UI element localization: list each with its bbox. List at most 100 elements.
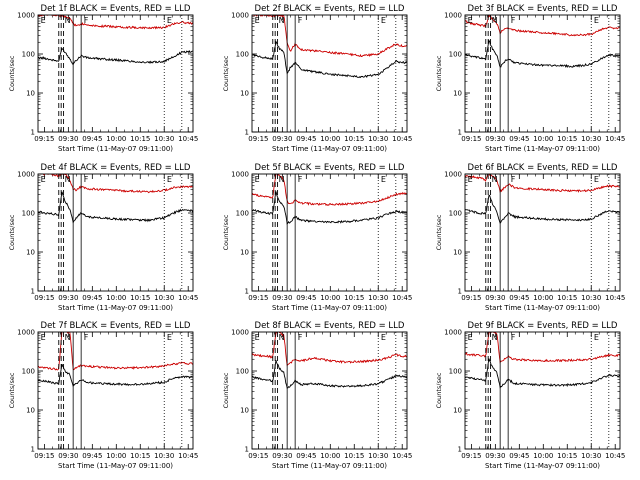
- x-tick-label: 09:45: [296, 294, 316, 302]
- y-axis-label: Counts/sec: [8, 214, 16, 250]
- series-line-events: [252, 40, 407, 79]
- x-tick-label: 10:30: [154, 452, 174, 460]
- series-line-events: [465, 39, 620, 69]
- y-tick-label: 10: [453, 407, 462, 415]
- annotation-e: E: [41, 16, 46, 25]
- x-tick-label: 10:00: [320, 135, 340, 143]
- annotation-f: F: [84, 175, 89, 184]
- x-axis-label: Start Time (11-May-07 09:11:00): [58, 304, 173, 312]
- x-tick-label: 10:15: [130, 294, 150, 302]
- annotation-e: E: [594, 16, 599, 25]
- annotation-e: E: [167, 16, 172, 25]
- y-axis-label: Counts/sec: [222, 214, 230, 250]
- y-axis-label: Counts/sec: [222, 55, 230, 91]
- x-tick-label: 10:15: [130, 452, 150, 460]
- y-axis-label: Counts/sec: [435, 372, 443, 408]
- y-tick-label: 1: [458, 446, 462, 454]
- x-tick-label: 10:00: [533, 452, 553, 460]
- y-tick-label: 100: [449, 368, 462, 376]
- y-tick-label: 1000: [17, 171, 35, 179]
- x-tick-label: 10:00: [533, 135, 553, 143]
- chart-title: Det 1f BLACK = Events, RED = LLD: [41, 4, 191, 14]
- chart-panel-7: Det 7f BLACK = Events, RED = LLD Counts/s…: [8, 321, 198, 470]
- plot-frame: [251, 173, 408, 292]
- x-tick-label: 09:15: [34, 135, 54, 143]
- y-tick-label: 10: [453, 249, 462, 257]
- x-tick-label: 10:45: [605, 294, 625, 302]
- y-tick-label: 10: [453, 90, 462, 98]
- y-tick-label: 1000: [444, 329, 462, 337]
- chart-panel-1: Det 1f BLACK = Events, RED = LLD Counts/s…: [8, 4, 198, 153]
- x-tick-label: 10:00: [320, 452, 340, 460]
- x-tick-label: 10:00: [106, 135, 126, 143]
- annotation-e: E: [381, 333, 386, 342]
- y-tick-label: 1000: [231, 171, 249, 179]
- y-tick-label: 1: [245, 288, 249, 296]
- x-axis-label: Start Time (11-May-07 09:11:00): [485, 462, 600, 470]
- annotation-n: N: [492, 333, 498, 342]
- plot-frame: [251, 331, 408, 450]
- annotation-e: E: [167, 175, 172, 184]
- y-tick-label: 100: [22, 368, 35, 376]
- x-tick-label: 10:30: [368, 135, 388, 143]
- y-tick-label: 100: [236, 368, 249, 376]
- annotation-e: E: [381, 16, 386, 25]
- y-tick-label: 100: [236, 51, 249, 59]
- plot-frame: [37, 14, 194, 133]
- x-tick-label: 10:45: [392, 135, 412, 143]
- y-tick-label: 100: [22, 210, 35, 218]
- y-tick-label: 100: [449, 51, 462, 59]
- x-tick-label: 09:30: [485, 294, 505, 302]
- x-tick-label: 10:45: [392, 294, 412, 302]
- chart-title: Det 7f BLACK = Events, RED = LLD: [41, 321, 191, 331]
- y-tick-label: 1000: [231, 12, 249, 20]
- annotation-e: E: [468, 175, 473, 184]
- x-tick-label: 09:15: [248, 294, 268, 302]
- plot-frame: [37, 331, 194, 450]
- x-tick-label: 09:30: [485, 135, 505, 143]
- x-tick-label: 10:15: [557, 294, 577, 302]
- chart-panel-5: Det 5f BLACK = Events, RED = LLD Counts/s…: [222, 163, 412, 312]
- x-axis-label: Start Time (11-May-07 09:11:00): [485, 145, 600, 153]
- annotation-e: E: [381, 175, 386, 184]
- y-tick-label: 1: [31, 288, 35, 296]
- chart-panel-4: Det 4f BLACK = Events, RED = LLD Counts/s…: [8, 163, 198, 312]
- series-line-events: [252, 191, 407, 226]
- annotation-f: F: [84, 16, 89, 25]
- x-tick-label: 09:15: [248, 135, 268, 143]
- chart-title: Det 5f BLACK = Events, RED = LLD: [255, 163, 405, 173]
- annotation-f: F: [298, 175, 303, 184]
- y-tick-label: 1: [31, 129, 35, 137]
- series-line-events: [38, 191, 193, 224]
- annotation-f: F: [511, 333, 516, 342]
- chart-title: Det 3f BLACK = Events, RED = LLD: [468, 4, 618, 14]
- annotation-n: N: [65, 333, 71, 342]
- y-tick-label: 1: [458, 288, 462, 296]
- chart-title: Det 9f BLACK = Events, RED = LLD: [468, 321, 618, 331]
- series-line-lld: [252, 332, 407, 367]
- annotation-n: N: [492, 16, 498, 25]
- x-axis-label: Start Time (11-May-07 09:11:00): [272, 462, 387, 470]
- annotation-e: E: [41, 175, 46, 184]
- x-tick-label: 10:45: [178, 135, 198, 143]
- y-tick-label: 10: [240, 407, 249, 415]
- annotation-n: N: [279, 333, 285, 342]
- y-tick-label: 1: [458, 129, 462, 137]
- x-tick-label: 10:45: [392, 452, 412, 460]
- annotation-e: E: [468, 333, 473, 342]
- chart-panel-8: Det 8f BLACK = Events, RED = LLD Counts/s…: [222, 321, 412, 470]
- x-axis-label: Start Time (11-May-07 09:11:00): [485, 304, 600, 312]
- y-tick-label: 10: [240, 249, 249, 257]
- series-line-lld: [38, 174, 193, 194]
- annotation-f: F: [511, 16, 516, 25]
- x-tick-label: 09:45: [509, 294, 529, 302]
- y-tick-label: 1: [31, 446, 35, 454]
- x-tick-label: 09:45: [509, 452, 529, 460]
- plot-frame: [464, 173, 621, 292]
- annotation-e: E: [594, 175, 599, 184]
- x-tick-label: 09:45: [82, 452, 102, 460]
- x-tick-label: 10:00: [320, 294, 340, 302]
- x-tick-label: 10:15: [130, 135, 150, 143]
- x-tick-label: 10:45: [178, 452, 198, 460]
